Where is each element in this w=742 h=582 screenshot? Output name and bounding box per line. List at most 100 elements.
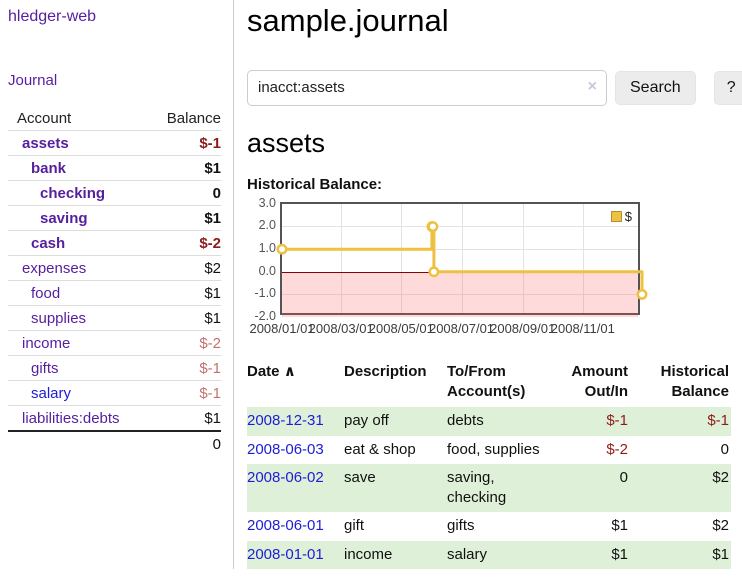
register-col-tofrom: To/From Account(s) xyxy=(447,362,526,400)
sidebar: hledger-web Journal Account Balance asse… xyxy=(0,0,234,569)
account-balance: $1 xyxy=(151,305,221,331)
transaction-date-link[interactable]: 2008-06-01 xyxy=(247,517,324,535)
y-tick-label: 1.0 xyxy=(258,240,276,255)
register-row: 2008-06-02 save saving, checking 0 $2 xyxy=(247,463,731,513)
account-balance: $-2 xyxy=(151,230,221,256)
account-row: cash $-2 xyxy=(8,230,221,256)
y-tick-label: 3.0 xyxy=(258,195,276,210)
transaction-accounts: food, supplies xyxy=(447,440,540,458)
account-link-checking[interactable]: checking xyxy=(40,185,106,202)
account-link-salary[interactable]: salary xyxy=(31,385,72,402)
account-row: gifts $-1 xyxy=(8,355,221,381)
search-input[interactable] xyxy=(247,69,607,106)
historical-balance-chart: $ 3.0 2.0 1.0 0.0 -1.0 -2.0 2008/01/01 2008/03/… xyxy=(247,196,677,342)
sort-asc-icon: ∧ xyxy=(283,362,296,380)
accounts-total: 0 xyxy=(151,430,221,456)
transaction-accounts: salary xyxy=(447,545,488,563)
transaction-balance: $1 xyxy=(712,545,729,563)
register-col-balance: Historical Balance xyxy=(660,362,729,400)
transaction-description: pay off xyxy=(344,412,389,430)
y-tick-label: -1.0 xyxy=(254,286,276,301)
account-balance: $-1 xyxy=(151,380,221,406)
transaction-balance: $-1 xyxy=(707,412,729,430)
account-row: salary $-1 xyxy=(8,380,221,406)
account-balance: 0 xyxy=(151,180,221,206)
account-link-liabilities-debts[interactable]: liabilities:debts xyxy=(22,410,120,427)
y-tick-label: 2.0 xyxy=(258,218,276,233)
main-content: sample.journal × Search ? assets Histori… xyxy=(234,0,742,569)
register-header-row: Date ∧ Description To/From Account(s) Am… xyxy=(247,360,731,408)
transaction-date-link[interactable]: 2008-12-31 xyxy=(247,412,324,430)
x-tick-label: 2008/11/01 xyxy=(550,320,615,336)
accounts-col-account: Account xyxy=(8,106,152,131)
searchbox: × xyxy=(247,69,607,106)
account-balance: $-1 xyxy=(151,355,221,381)
register-col-date-label: Date xyxy=(247,362,280,380)
account-link-income[interactable]: income xyxy=(22,335,71,352)
transaction-amount: 0 xyxy=(619,468,628,486)
chart-plot: $ xyxy=(276,201,648,317)
transaction-amount: $-1 xyxy=(606,412,628,430)
help-button[interactable]: ? xyxy=(713,70,742,105)
account-link-saving[interactable]: saving xyxy=(40,210,88,227)
transaction-date-link[interactable]: 2008-01-01 xyxy=(247,545,324,563)
account-balance: $-2 xyxy=(151,330,221,356)
account-row: checking 0 xyxy=(8,180,221,206)
transaction-date-link[interactable]: 2008-06-03 xyxy=(247,440,324,458)
sidebar-item-journal[interactable]: Journal xyxy=(8,72,58,89)
register-col-description: Description xyxy=(344,362,427,380)
register-row: 2008-12-31 pay off debts $-1 $-1 xyxy=(247,407,731,436)
accounts-col-balance: Balance xyxy=(151,106,221,131)
x-tick-label: 2008/05/01 xyxy=(368,320,434,336)
account-balance: $1 xyxy=(151,405,221,432)
account-link-food[interactable]: food xyxy=(31,285,61,302)
account-balance: $-1 xyxy=(151,130,221,156)
register-row: 2008-01-01 income salary $1 $1 xyxy=(247,540,731,569)
account-link-expenses[interactable]: expenses xyxy=(22,260,87,277)
x-tick-label: 2008/01/01 xyxy=(249,320,315,336)
register-row: 2008-06-01 gift gifts $1 $2 xyxy=(247,512,731,540)
account-balance: $1 xyxy=(151,205,221,231)
transaction-date-link[interactable]: 2008-06-02 xyxy=(247,468,324,486)
transaction-accounts: debts xyxy=(447,412,484,430)
x-tick-label: 2008/07/01 xyxy=(428,320,495,336)
account-row: food $1 xyxy=(8,280,221,306)
accounts-total-row: 0 xyxy=(8,430,221,456)
account-link-bank[interactable]: bank xyxy=(31,160,67,177)
register-col-date[interactable]: Date ∧ xyxy=(247,360,344,408)
account-link-assets[interactable]: assets xyxy=(22,135,69,152)
search-form: × Search ? xyxy=(247,69,742,106)
transaction-balance: 0 xyxy=(720,440,729,458)
transaction-accounts: gifts xyxy=(447,517,475,535)
transaction-amount: $1 xyxy=(611,517,628,535)
account-balance: $2 xyxy=(151,255,221,281)
account-row: expenses $2 xyxy=(8,255,221,281)
legend-swatch xyxy=(610,210,622,222)
account-row: assets $-1 xyxy=(8,130,221,156)
account-row: income $-2 xyxy=(8,330,221,356)
y-tick-label: 0.0 xyxy=(258,263,276,278)
transaction-description: income xyxy=(344,545,393,563)
chart-title: Historical Balance: xyxy=(247,175,383,193)
account-row: bank $1 xyxy=(8,155,221,181)
clear-search-icon[interactable]: × xyxy=(587,77,597,95)
page: hledger-web Journal Account Balance asse… xyxy=(0,0,742,569)
account-link-supplies[interactable]: supplies xyxy=(31,310,87,327)
transaction-description: gift xyxy=(344,517,365,535)
transaction-amount: $-2 xyxy=(606,440,628,458)
account-row: liabilities:debts $1 xyxy=(8,405,221,432)
transaction-description: eat & shop xyxy=(344,440,416,458)
page-title: sample.journal xyxy=(247,3,449,38)
app-title-link[interactable]: hledger-web xyxy=(8,8,97,25)
x-tick-label: 2008/03/01 xyxy=(308,320,374,336)
accounts-header-row: Account Balance xyxy=(8,106,221,131)
legend-label: $ xyxy=(624,208,632,224)
account-link-gifts[interactable]: gifts xyxy=(31,360,59,377)
register-table: Date ∧ Description To/From Account(s) Am… xyxy=(247,360,731,569)
account-link-cash[interactable]: cash xyxy=(31,235,66,252)
transaction-accounts: saving, checking xyxy=(447,468,507,506)
account-heading: assets xyxy=(247,127,326,158)
account-row: supplies $1 xyxy=(8,305,221,331)
accounts-table: Account Balance assets $-1 bank $1 check… xyxy=(8,106,221,456)
search-button[interactable]: Search xyxy=(615,70,696,105)
